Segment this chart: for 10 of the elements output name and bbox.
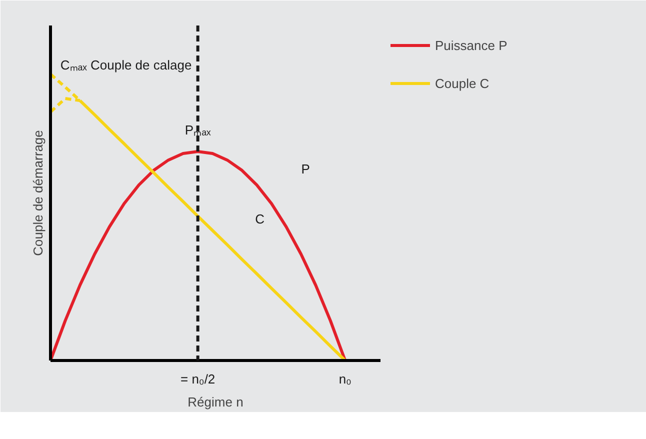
legend-label: Couple C bbox=[435, 76, 490, 90]
y-axis-title: Couple de démarrage bbox=[30, 130, 46, 256]
text: Cₘₐₓ Couple de calage bbox=[60, 57, 192, 72]
annotation: P bbox=[301, 161, 310, 176]
x-tick-label: n₀ bbox=[338, 372, 352, 386]
annotation: Pₘₐₓ bbox=[184, 122, 212, 138]
legend-label: Puissance P bbox=[435, 38, 508, 52]
annotation: C bbox=[255, 212, 264, 226]
x-tick-label: = n₀/2 bbox=[180, 372, 216, 386]
x-axis-title: Régime n bbox=[188, 394, 244, 410]
